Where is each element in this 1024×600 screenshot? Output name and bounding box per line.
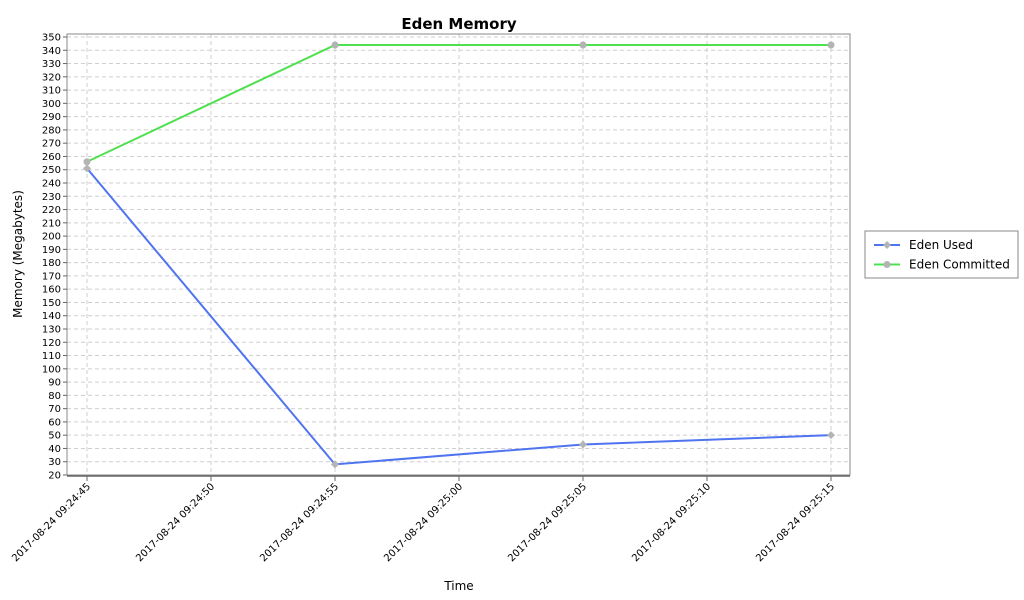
y-tick-label: 180 [42, 258, 61, 269]
y-tick-label: 330 [42, 59, 61, 70]
y-tick-label: 80 [48, 391, 61, 402]
data-point-committed [331, 41, 339, 49]
legend-marker-committed [883, 261, 891, 268]
y-tick-label: 190 [42, 245, 61, 256]
y-tick-label: 150 [42, 298, 61, 309]
y-tick-label: 110 [42, 351, 61, 362]
y-tick-label: 250 [42, 165, 61, 176]
y-tick-label: 220 [42, 205, 61, 216]
y-tick-label: 30 [48, 457, 61, 468]
data-point-used [331, 460, 339, 469]
y-tick-label: 20 [48, 471, 61, 482]
y-tick-label: 70 [48, 404, 61, 415]
y-tick-label: 340 [42, 46, 61, 57]
series-line-1 [86, 167, 832, 466]
y-tick-label: 60 [48, 417, 61, 428]
legend-marker-used [883, 241, 891, 249]
legend-label-2: Eden Committed [909, 258, 1010, 272]
y-axis-ticks: 20 30 40 50 60 70 80 90 100 110 120 130 140 150 160 170… [42, 33, 67, 482]
x-axis-ticks: 2017-08-24 09:24:45 2017-08-24 09:24:50 20… [10, 476, 837, 564]
y-tick-label: 120 [42, 338, 61, 349]
x-tick-label: 2017-08-24 09:25:00 [382, 481, 465, 564]
x-axis-label: Time [443, 579, 473, 593]
y-tick-label: 290 [42, 112, 61, 123]
y-tick-label: 140 [42, 311, 61, 322]
data-point-used [83, 164, 91, 173]
y-tick-label: 320 [42, 72, 61, 83]
series-line-2 [86, 43, 831, 163]
y-tick-label: 270 [42, 139, 61, 150]
x-tick-label: 2017-08-24 09:25:10 [630, 481, 713, 564]
series-group [83, 41, 835, 469]
grid-lines [67, 34, 850, 475]
plot-area [66, 33, 851, 476]
legend-box [864, 230, 1019, 279]
y-tick-label: 130 [42, 325, 61, 336]
y-tick-label: 170 [42, 271, 61, 282]
y-tick-label: 200 [42, 232, 61, 243]
data-point-used [827, 431, 835, 440]
x-tick-label: 2017-08-24 09:24:45 [10, 481, 93, 564]
legend-label-1: Eden Used [909, 238, 973, 252]
data-point-used [579, 440, 587, 449]
y-tick-label: 40 [48, 444, 61, 455]
data-point-committed [579, 41, 587, 49]
y-tick-label: 210 [42, 218, 61, 229]
x-tick-label: 2017-08-24 09:25:15 [754, 481, 837, 564]
chart-title: Eden Memory [401, 15, 516, 33]
y-tick-label: 240 [42, 179, 61, 190]
x-tick-label: 2017-08-24 09:24:55 [258, 481, 341, 564]
y-axis-label: Memory (Megabytes) [11, 190, 25, 318]
data-point-committed [827, 41, 835, 49]
y-tick-label: 50 [48, 431, 61, 442]
x-tick-label: 2017-08-24 09:24:50 [134, 481, 217, 564]
legend: Eden Used Eden Committed [864, 230, 1019, 279]
y-tick-label: 310 [42, 86, 61, 97]
y-tick-label: 90 [48, 378, 61, 389]
data-point-committed [83, 158, 91, 166]
y-tick-label: 260 [42, 152, 61, 163]
x-tick-label: 2017-08-24 09:25:05 [506, 481, 589, 564]
y-tick-label: 350 [42, 33, 61, 44]
y-tick-label: 300 [42, 99, 61, 110]
y-tick-label: 280 [42, 125, 61, 136]
y-tick-label: 230 [42, 192, 61, 203]
y-tick-label: 160 [42, 285, 61, 296]
y-tick-label: 100 [42, 364, 61, 375]
